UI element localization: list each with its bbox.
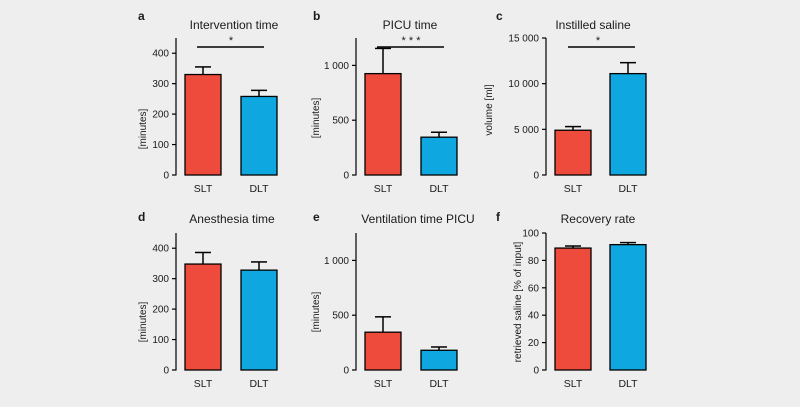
chart-title: Intervention time — [190, 18, 279, 32]
y-tick-label: 300 — [152, 274, 169, 285]
panel-c: c Instilled saline volume [ml] SLT DLT * — [484, 9, 638, 195]
panel-letter: d — [138, 210, 145, 224]
y-axis-label: [minutes] — [138, 301, 149, 342]
x-tick-label-dlt: DLT — [618, 183, 638, 195]
y-tick-label: 400 — [152, 244, 169, 255]
y-tick-label: 300 — [152, 79, 169, 90]
panel-b: b PICU time [minutes] SLT DLT * * * — [311, 9, 449, 195]
panel-e: e Ventilation time PICU [minutes] SLT DL… — [311, 210, 475, 390]
y-tick-label: 20 — [528, 338, 540, 349]
bar-slt — [184, 263, 222, 371]
x-tick-label-slt: SLT — [194, 183, 213, 195]
bar-dlt — [420, 349, 458, 371]
x-tick-label-slt: SLT — [564, 183, 583, 195]
y-tick-label: 0 — [163, 171, 169, 182]
y-tick-label: 100 — [152, 335, 169, 346]
x-tick-label-slt: SLT — [194, 378, 213, 390]
y-axis-label: [minutes] — [138, 108, 149, 149]
bar-dlt — [240, 269, 278, 371]
panel-letter: c — [496, 9, 503, 23]
y-tick-label: 10 000 — [508, 79, 539, 90]
x-tick-label-dlt: DLT — [249, 378, 269, 390]
y-tick-label: 200 — [152, 305, 169, 316]
y-tick-label: 5 000 — [514, 125, 539, 136]
significance-label: * * * — [402, 35, 422, 47]
chart-title: Ventilation time PICU — [361, 212, 474, 226]
significance-label: * — [229, 35, 234, 47]
bar-dlt — [240, 95, 278, 176]
x-tick-label-dlt: DLT — [429, 183, 449, 195]
chart-title: PICU time — [383, 18, 438, 32]
y-tick-label: 400 — [152, 49, 169, 60]
chart-title: Recovery rate — [561, 212, 636, 226]
bar-slt — [364, 72, 402, 176]
y-tick-label: 500 — [332, 311, 349, 322]
y-tick-label: 1 000 — [324, 61, 349, 72]
y-tick-label: 0 — [533, 171, 539, 182]
x-tick-label-dlt: DLT — [249, 183, 269, 195]
bar-dlt — [420, 136, 458, 176]
panel-letter: f — [496, 210, 501, 224]
y-tick-label: 0 — [533, 366, 539, 377]
x-tick-label-slt: SLT — [374, 378, 393, 390]
y-axis-label: [minutes] — [311, 97, 322, 138]
bar-dlt — [609, 72, 647, 176]
y-axis-label: volume [ml] — [484, 84, 495, 135]
bar-dlt — [609, 243, 647, 371]
panel-d: d Anesthesia time [minutes] SLT DLT — [138, 210, 275, 390]
y-tick-label: 0 — [343, 366, 349, 377]
y-tick-label: 200 — [152, 110, 169, 121]
y-tick-label: 1 000 — [324, 256, 349, 267]
bar-slt — [184, 73, 222, 176]
y-tick-label: 500 — [332, 116, 349, 127]
y-tick-label: 100 — [522, 229, 539, 240]
y-tick-label: 80 — [528, 256, 540, 267]
y-tick-label: 100 — [152, 140, 169, 151]
chart-title: Instilled saline — [555, 18, 631, 32]
chart-title: Anesthesia time — [189, 212, 275, 226]
bar-slt — [554, 129, 592, 176]
panel-letter: b — [313, 9, 320, 23]
panel-letter: e — [313, 210, 320, 224]
y-tick-label: 60 — [528, 283, 540, 294]
x-tick-label-dlt: DLT — [618, 378, 638, 390]
y-axis-label: retrieved saline [% of input] — [513, 241, 524, 362]
panel-a: a Intervention time [minutes] SLT DLT * — [138, 9, 279, 195]
y-tick-label: 40 — [528, 311, 540, 322]
bar-slt — [554, 247, 592, 371]
y-tick-label: 0 — [163, 366, 169, 377]
x-tick-label-slt: SLT — [374, 183, 393, 195]
panel-letter: a — [138, 9, 145, 23]
x-tick-label-slt: SLT — [564, 378, 583, 390]
y-tick-label: 0 — [343, 171, 349, 182]
y-axis-label: [minutes] — [311, 291, 322, 332]
bar-slt — [364, 331, 402, 371]
significance-label: * — [596, 35, 601, 47]
panel-f: f Recovery rate retrieved saline [% of i… — [496, 210, 638, 390]
y-tick-label: 15 000 — [508, 34, 539, 45]
x-tick-label-dlt: DLT — [429, 378, 449, 390]
